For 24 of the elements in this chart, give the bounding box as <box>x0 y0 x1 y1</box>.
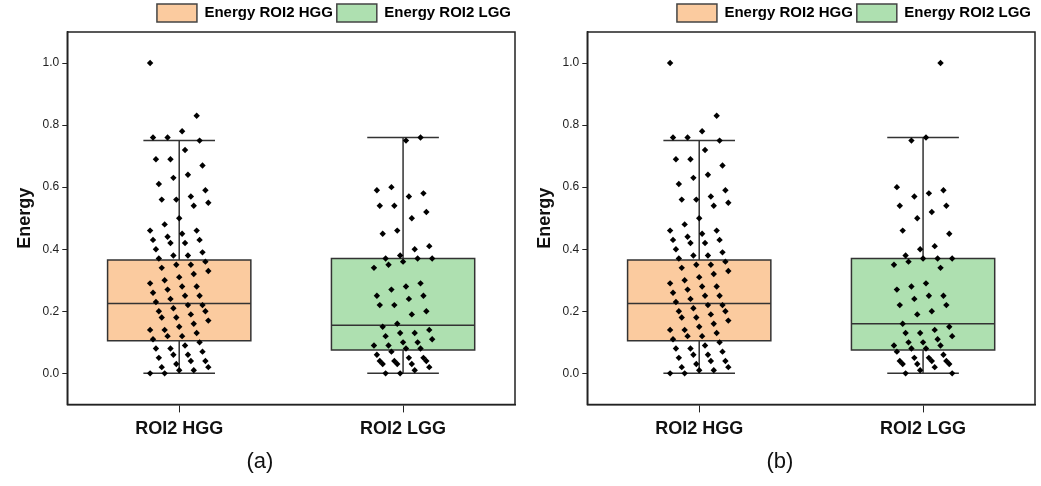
y-tick-label: 0.2 <box>562 303 580 318</box>
y-axis-title: Energy <box>533 187 554 249</box>
y-axis-title: Energy <box>13 187 34 249</box>
x-tick-label: ROI2 LGG <box>880 418 967 439</box>
x-tick-label: ROI2 HGG <box>655 418 744 439</box>
legend-label: Energy ROI2 HGG <box>204 3 333 21</box>
y-tick-label: 0.6 <box>42 179 60 194</box>
y-tick-label: 0.0 <box>562 365 580 380</box>
y-tick-label: 0.4 <box>562 241 580 256</box>
y-tick-label: 0.2 <box>42 303 60 318</box>
y-tick-label: 0.8 <box>562 117 580 132</box>
y-tick-label: 1.0 <box>42 55 60 70</box>
legend-label: Energy ROI2 LGG <box>904 3 1032 21</box>
x-tick-label: ROI2 HGG <box>135 418 224 439</box>
y-tick-label: 0.4 <box>42 241 60 256</box>
legend-label: Energy ROI2 HGG <box>724 3 853 21</box>
x-tick-label: ROI2 LGG <box>360 418 447 439</box>
legend-label: Energy ROI2 LGG <box>384 3 512 21</box>
y-tick-label: 1.0 <box>562 55 580 70</box>
text: (b) <box>765 448 795 474</box>
y-tick-label: 0.0 <box>42 365 60 380</box>
y-tick-label: 0.6 <box>562 179 580 194</box>
y-tick-label: 0.8 <box>42 117 60 132</box>
text: (a) <box>245 448 275 474</box>
